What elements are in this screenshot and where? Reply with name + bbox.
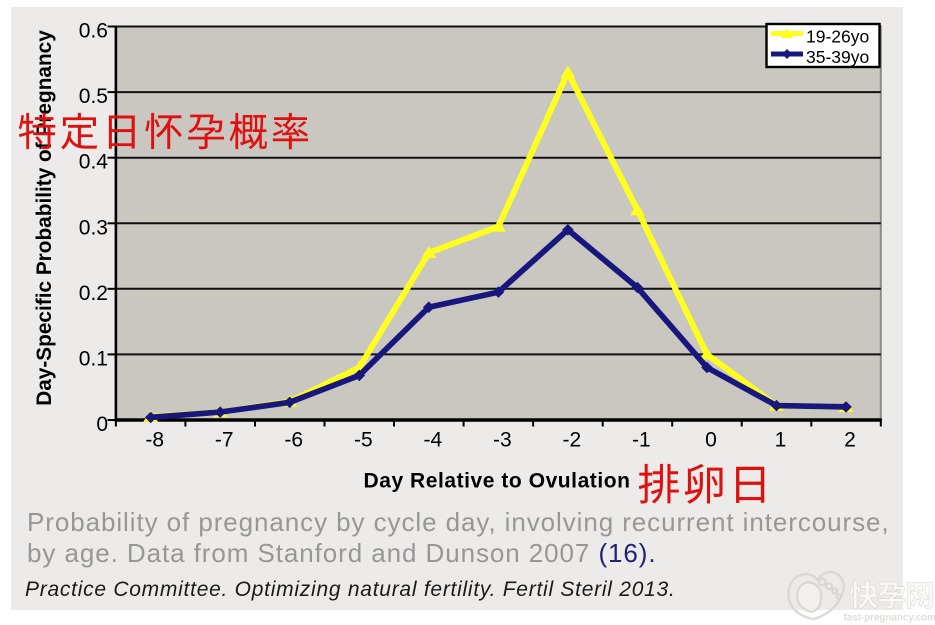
svg-text:0.5: 0.5 xyxy=(79,85,108,108)
svg-text:-8: -8 xyxy=(145,429,164,452)
svg-text:0.3: 0.3 xyxy=(79,216,108,239)
svg-text:2: 2 xyxy=(844,429,856,452)
svg-text:Day-Specific Probability of Pr: Day-Specific Probability of Pregnancy xyxy=(33,30,56,406)
svg-text:0.6: 0.6 xyxy=(79,20,108,43)
svg-text:-5: -5 xyxy=(354,429,373,452)
svg-text:0: 0 xyxy=(96,413,108,436)
svg-text:Day Relative to Ovulation: Day Relative to Ovulation xyxy=(364,470,631,493)
svg-text:-2: -2 xyxy=(563,429,582,452)
svg-text:-7: -7 xyxy=(215,429,234,452)
svg-text:-1: -1 xyxy=(632,429,651,452)
svg-text:0.2: 0.2 xyxy=(79,282,108,305)
svg-text:Probability of pregnancy by cy: Probability of pregnancy by cycle day, i… xyxy=(27,507,890,537)
svg-text:0: 0 xyxy=(705,429,717,452)
svg-text:by age. Data from Stanford and: by age. Data from Stanford and Dunson 20… xyxy=(27,538,657,568)
svg-text:35-39yo: 35-39yo xyxy=(806,47,869,67)
svg-text:1: 1 xyxy=(775,429,787,452)
svg-text:19-26yo: 19-26yo xyxy=(806,27,869,47)
svg-text:0.4: 0.4 xyxy=(79,151,109,174)
svg-text:-3: -3 xyxy=(493,429,512,452)
svg-text:fast-pregnancy.com: fast-pregnancy.com xyxy=(844,613,935,624)
svg-text:Practice Committee. Optimizing: Practice Committee. Optimizing natural f… xyxy=(25,578,676,601)
svg-text:0.1: 0.1 xyxy=(79,347,108,370)
svg-text:-6: -6 xyxy=(284,429,303,452)
svg-text:-4: -4 xyxy=(423,429,442,452)
